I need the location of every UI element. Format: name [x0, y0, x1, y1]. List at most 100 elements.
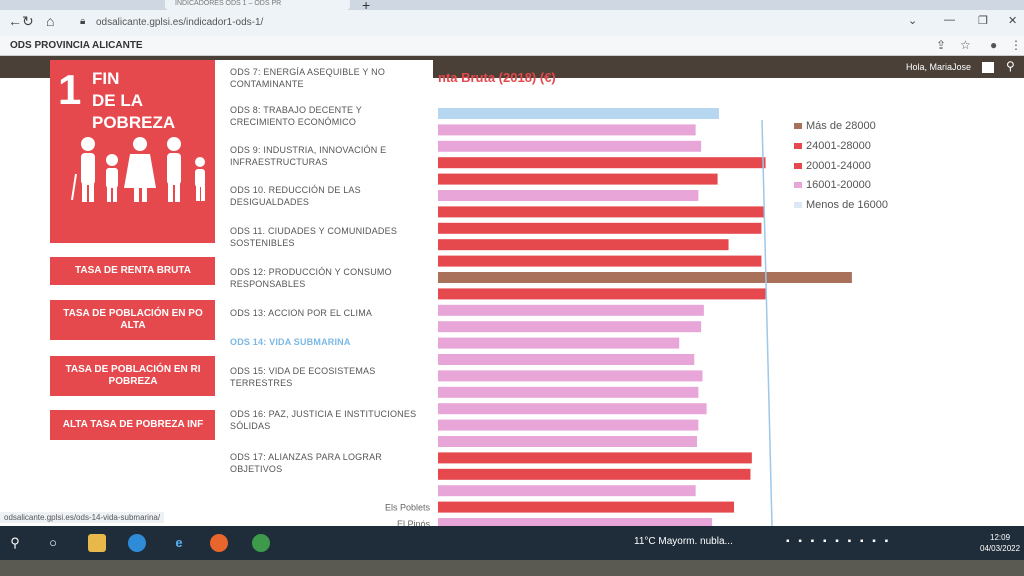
- side-button-poblacion-alta[interactable]: TASA DE POBLACIÓN EN PO ALTA: [50, 300, 216, 340]
- url-field[interactable]: odsalicante.gplsi.es/indicador1-ods-1/: [96, 17, 264, 28]
- chrome-icon[interactable]: [252, 534, 270, 552]
- star-icon[interactable]: ☆: [960, 38, 971, 52]
- edge-icon[interactable]: [128, 534, 146, 552]
- chart-bar[interactable]: [438, 272, 852, 283]
- chart-bar[interactable]: [438, 337, 680, 349]
- legend-label: 24001-28000: [806, 140, 871, 152]
- side-button-renta[interactable]: TASA DE RENTA BRUTA: [50, 257, 216, 285]
- legend-item: Más de 28000: [794, 120, 876, 132]
- goal-tile: 1 FIN DE LA POBREZA: [50, 60, 215, 243]
- chart-category-label: Els Poblets: [385, 503, 431, 513]
- chart-bar[interactable]: [438, 124, 696, 136]
- menu-item-ods-11[interactable]: ODS 11. CIUDADES Y COMUNIDADES SOSTENIBL…: [230, 226, 398, 248]
- menu-item-ods-7[interactable]: ODS 7: ENERGÍA ASEQUIBLE Y NO CONTAMINAN…: [230, 67, 386, 89]
- legend-label: 20001-24000: [806, 160, 871, 172]
- user-greeting[interactable]: Hola, MariaJose: [906, 62, 972, 72]
- share-icon[interactable]: ⇪: [936, 38, 947, 52]
- chart-title: nta Bruta (2018) (€): [438, 70, 556, 85]
- chart-bar[interactable]: [438, 518, 713, 526]
- legend-swatch: [794, 163, 802, 169]
- side-button-pobreza-infantil[interactable]: ALTA TASA DE POBREZA INF: [50, 410, 216, 440]
- clock-time: 12:09: [990, 533, 1011, 542]
- site-title[interactable]: ODS PROVINCIA ALICANTE: [10, 40, 143, 51]
- chart-category-label: El Pinós: [397, 519, 431, 526]
- lock-icon: 🔒︎: [80, 16, 86, 27]
- chart-bar[interactable]: [438, 485, 696, 497]
- legend-label: Más de 28000: [806, 120, 876, 132]
- menu-item-ods-15[interactable]: ODS 15: VIDA DE ECOSISTEMAS TERRESTRES: [230, 366, 376, 388]
- close-window-icon[interactable]: ✕: [1008, 15, 1018, 27]
- tab-title: INDICADORES ODS 1 – ODS PR: [175, 0, 282, 7]
- menu-item-ods-12[interactable]: ODS 12: PRODUCCIÓN Y CONSUMO RESPONSABLE…: [230, 267, 392, 289]
- menu-item-ods-17[interactable]: ODS 17: ALIANZAS PARA LOGRAR OBJETIVOS: [230, 452, 382, 474]
- chevron-down-icon[interactable]: ⌄: [908, 15, 918, 27]
- browser-tab-bar: INDICADORES ODS 1 – ODS PR ✕ +: [0, 0, 1024, 13]
- legend-item: Menos de 16000: [794, 199, 888, 211]
- menu-item-ods-14[interactable]: ODS 14: VIDA SUBMARINA: [230, 337, 351, 347]
- chart-bar[interactable]: [438, 321, 702, 333]
- legend-swatch: [794, 182, 802, 188]
- file-explorer-icon[interactable]: [88, 534, 106, 552]
- clock-date: 04/03/2022: [980, 544, 1021, 553]
- menu-item-ods-10[interactable]: ODS 10. REDUCCIÓN DE LAS DESIGUALDADES: [230, 185, 361, 207]
- system-tray[interactable]: ▪ ▪ ▪ ▪ ▪ ▪ ▪ ▪ ▪: [786, 536, 892, 547]
- goal-title-line2: DE LA POBREZA: [92, 91, 176, 132]
- chart-bar[interactable]: [438, 419, 699, 431]
- menu-item-ods-9[interactable]: ODS 9: INDUSTRIA, INNOVACIÓN E INFRAESTR…: [230, 145, 387, 167]
- status-bar-url: odsalicante.gplsi.es/ods-14-vida-submari…: [0, 512, 165, 523]
- task-view-icon[interactable]: ○: [49, 535, 57, 550]
- goal-number: 1: [58, 66, 82, 113]
- chart-bar[interactable]: [438, 354, 695, 365]
- ie-icon[interactable]: e: [175, 535, 183, 550]
- minimize-icon[interactable]: —: [944, 14, 955, 26]
- maximize-icon[interactable]: ❐: [978, 15, 988, 27]
- menu-item-ods-13[interactable]: ODS 13: ACCION POR EL CLIMA: [230, 308, 373, 318]
- address-bar: ← ↻ ⌂ 🔒︎ odsalicante.gplsi.es/indicador1…: [0, 10, 1024, 36]
- more-icon[interactable]: ⋮: [1010, 38, 1022, 52]
- chart-bar[interactable]: [438, 501, 735, 513]
- reload-icon[interactable]: ↻: [22, 13, 34, 29]
- ods-menu: ODS 7: ENERGÍA ASEQUIBLE Y NO CONTAMINAN…: [215, 60, 433, 526]
- browser-tab[interactable]: INDICADORES ODS 1 – ODS PR ✕: [165, 0, 350, 10]
- renta-bar-chart: Els Poblets El Pinós: [385, 108, 852, 526]
- account-icon[interactable]: ●: [990, 38, 998, 52]
- chart-bar[interactable]: [438, 206, 765, 218]
- new-tab-icon[interactable]: +: [362, 0, 371, 13]
- menu-item-ods-16[interactable]: ODS 16: PAZ, JUSTICIA E INSTITUCIONES SÓ…: [230, 409, 417, 431]
- legend-swatch: [794, 123, 802, 129]
- chart-bar[interactable]: [438, 452, 752, 464]
- chart-bar[interactable]: [438, 190, 699, 201]
- avatar[interactable]: [982, 62, 994, 73]
- home-icon[interactable]: ⌂: [46, 13, 55, 29]
- chart-bar[interactable]: [438, 468, 751, 480]
- chart-bar[interactable]: [438, 288, 766, 300]
- chart-bar[interactable]: [438, 239, 729, 251]
- chart-bar[interactable]: [438, 436, 698, 447]
- chart-bar[interactable]: [438, 304, 704, 316]
- chart-bar[interactable]: [438, 173, 718, 185]
- chart-bar[interactable]: [438, 386, 699, 398]
- chart-bar[interactable]: [438, 222, 762, 234]
- chart-bar[interactable]: [438, 108, 719, 119]
- screen-bezel: [0, 560, 1024, 576]
- legend-item: 20001-24000: [794, 160, 871, 172]
- chart-bar[interactable]: [438, 370, 703, 382]
- legend-item: 24001-28000: [794, 140, 871, 152]
- menu-item-ods-8[interactable]: ODS 8: TRABAJO DECENTE Y CRECIMIENTO ECO…: [230, 105, 362, 127]
- legend-swatch: [794, 202, 802, 208]
- legend-item: 16001-20000: [794, 179, 871, 191]
- weather-widget[interactable]: 11°C Mayorm. nubla...: [634, 536, 733, 547]
- chart-bar[interactable]: [438, 403, 707, 415]
- taskbar: ⚲ ○ e 11°C Mayorm. nubla... ▪ ▪ ▪ ▪ ▪ ▪ …: [0, 526, 1024, 560]
- chart-bar[interactable]: [438, 255, 762, 267]
- side-button-poblacion-riesgo[interactable]: TASA DE POBLACIÓN EN RI POBREZA: [50, 356, 216, 396]
- search-icon[interactable]: ⚲: [1006, 59, 1015, 73]
- family-icon: [71, 137, 205, 202]
- firefox-icon[interactable]: [210, 534, 228, 552]
- chart-bar[interactable]: [438, 140, 702, 152]
- taskbar-clock[interactable]: 12:09 04/03/2022: [980, 532, 1020, 554]
- chart-reference-line: [761, 119, 773, 526]
- search-icon[interactable]: ⚲: [10, 535, 20, 550]
- chart-bar[interactable]: [438, 157, 766, 169]
- back-icon[interactable]: ←: [8, 13, 22, 29]
